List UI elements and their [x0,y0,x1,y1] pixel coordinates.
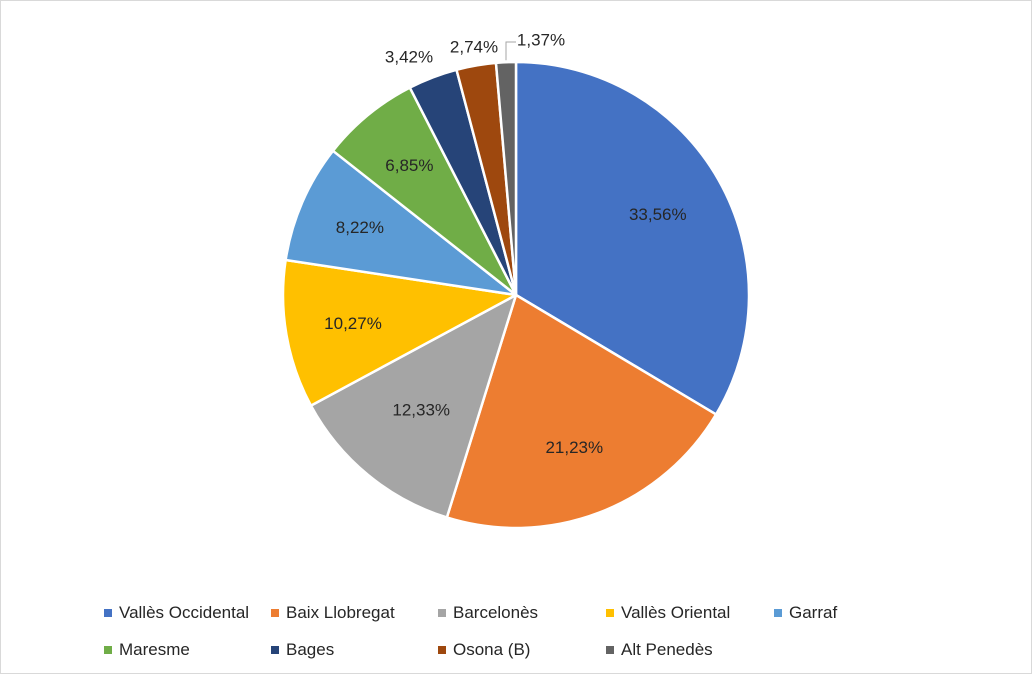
legend-item: Bages [271,640,438,660]
legend-item: Osona (B) [438,640,606,660]
data-label: 6,85% [385,156,433,175]
legend-label: Maresme [119,639,190,659]
legend-label: Barcelonès [453,602,539,622]
legend-item: Baix Llobregat [271,603,438,623]
legend-item: Barcelonès [438,603,606,623]
legend-swatch [438,645,446,654]
leader-line [505,41,516,61]
pie-slice [281,258,518,407]
data-label: 1,37% [517,31,565,50]
legend-swatch [774,608,782,617]
legend-label: Osona (B) [453,639,531,659]
legend-row-2: Maresme Bages Osona (B) Alt Penedès [104,631,904,668]
legend-swatch [104,608,112,617]
legend-label: Bages [286,639,335,659]
legend-swatch [438,608,446,617]
legend-row-1: Vallès Occidental Baix Llobregat Barcelo… [104,594,904,631]
pie-slice [514,60,751,416]
data-label: 33,56% [629,205,687,224]
legend-item: Garraf [774,603,884,623]
legend-label: Vallès Oriental [621,602,731,622]
data-label: 10,27% [324,314,382,333]
legend-label: Baix Llobregat [286,602,395,622]
legend-swatch [271,645,279,654]
legend-swatch [606,645,614,654]
data-label: 21,23% [545,438,603,457]
legend-swatch [104,645,112,654]
legend-item: Vallès Oriental [606,603,774,623]
legend-item: Maresme [104,640,271,660]
legend-item: Alt Penedès [606,640,774,660]
legend-label: Alt Penedès [621,639,713,659]
legend: Vallès Occidental Baix Llobregat Barcelo… [104,594,904,668]
legend-swatch [606,608,614,617]
pie-slice [494,60,518,297]
pie-slice [309,293,518,519]
data-label: 12,33% [392,401,450,420]
legend-swatch [271,608,279,617]
data-label: 2,74% [450,38,498,57]
pie-slice [445,293,718,530]
data-label: 8,22% [336,218,384,237]
legend-label: Garraf [789,602,838,622]
data-label: 3,42% [385,48,433,67]
pie-slice [284,149,518,297]
legend-label: Vallès Occidental [119,602,250,622]
legend-item: Vallès Occidental [104,603,271,623]
